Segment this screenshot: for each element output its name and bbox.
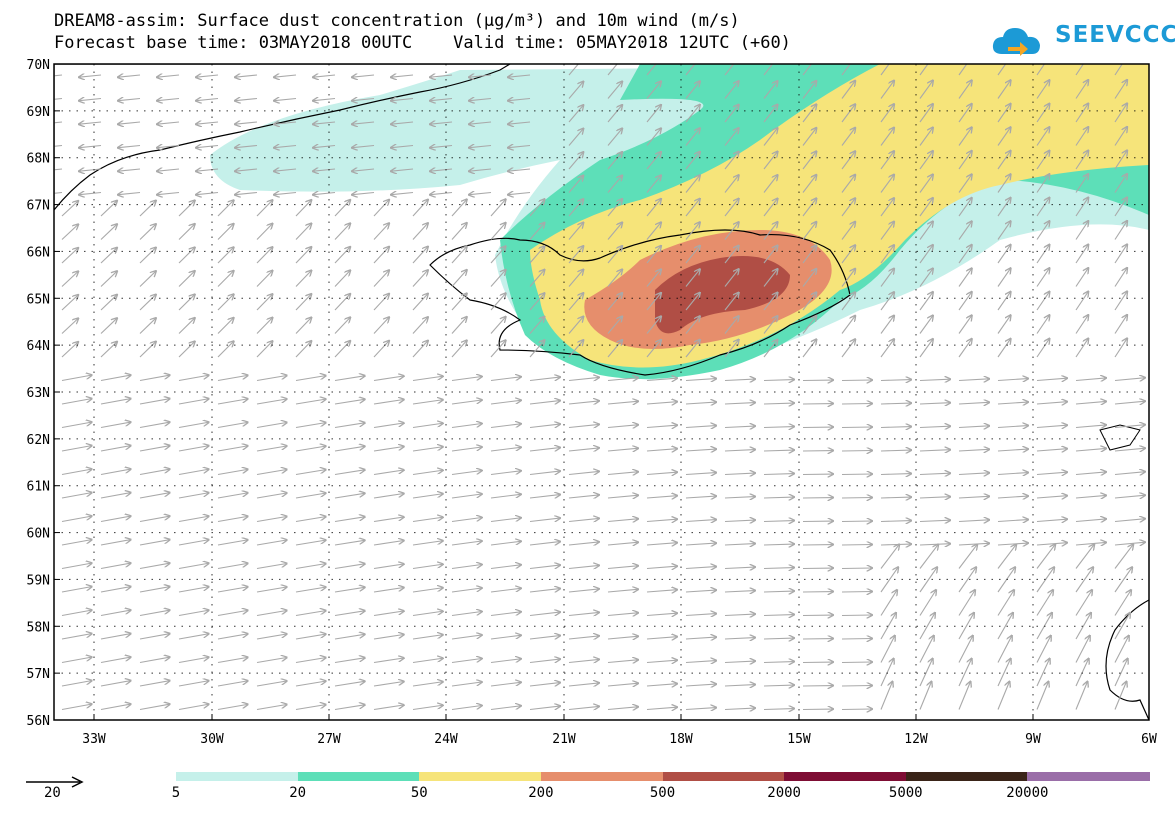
lat-label: 66N xyxy=(27,245,50,260)
colorbar-segment xyxy=(784,772,906,781)
lat-label: 56N xyxy=(27,714,50,729)
lon-label: 21W xyxy=(552,732,576,747)
lat-label: 64N xyxy=(27,339,50,354)
lon-label: 12W xyxy=(904,732,928,747)
lon-label: 15W xyxy=(787,732,811,747)
lon-label: 33W xyxy=(82,732,106,747)
lat-label: 68N xyxy=(27,152,50,167)
colorbar-segment xyxy=(176,772,298,781)
lon-label: 30W xyxy=(200,732,224,747)
colorbar-segment xyxy=(419,772,541,781)
colorbar-segment xyxy=(541,772,663,781)
colorbar-segment xyxy=(1027,772,1149,781)
lat-label: 57N xyxy=(27,667,50,682)
wind-scale-label: 20 xyxy=(44,785,61,801)
faroe-coastline xyxy=(1100,425,1140,450)
lat-label: 63N xyxy=(27,386,50,401)
lat-label: 65N xyxy=(27,292,50,307)
lon-label: 24W xyxy=(434,732,458,747)
colorbar-label: 2000 xyxy=(767,785,801,801)
lon-label: 9W xyxy=(1025,732,1041,747)
colorbar-label: 200 xyxy=(528,785,553,801)
colorbar-label: 5 xyxy=(172,785,180,801)
lon-label: 18W xyxy=(669,732,693,747)
dust-map: 70N 69N 68N 67N 66N 65N 64N 63N 62N 61N 60N 59N 58N 5… xyxy=(0,0,1175,760)
colorbar-segment xyxy=(906,772,1028,781)
colorbar-label: 20000 xyxy=(1006,785,1048,801)
colorbar-segment xyxy=(298,772,420,781)
lon-label: 6W xyxy=(1141,732,1157,747)
colorbar-label: 20 xyxy=(289,785,306,801)
colorbar-label: 5000 xyxy=(889,785,923,801)
lat-label: 58N xyxy=(27,620,50,635)
longitude-labels: 33W 30W 27W 24W 21W 18W 15W 12W 9W 6W xyxy=(82,732,1157,747)
colorbar-label: 500 xyxy=(650,785,675,801)
lat-label: 62N xyxy=(27,433,50,448)
colorbar-label: 50 xyxy=(411,785,428,801)
lat-label: 61N xyxy=(27,480,50,495)
lat-label: 70N xyxy=(27,58,50,73)
lat-label: 59N xyxy=(27,573,50,588)
lat-label: 67N xyxy=(27,199,50,214)
lat-label: 69N xyxy=(27,105,50,120)
latitude-labels: 70N 69N 68N 67N 66N 65N 64N 63N 62N 61N 60N 59N 58N 5… xyxy=(27,58,50,729)
lat-label: 60N xyxy=(27,527,50,542)
colorbar-segment xyxy=(663,772,785,781)
lon-label: 27W xyxy=(317,732,341,747)
